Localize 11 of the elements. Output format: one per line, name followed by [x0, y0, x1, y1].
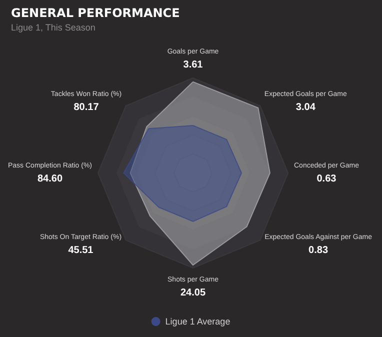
text: 3.61 — [183, 60, 203, 70]
chart-subtitle: Ligue 1, This Season — [11, 22, 96, 32]
text: 0.83 — [308, 244, 328, 256]
legend-label: Ligue 1 Average — [165, 316, 230, 326]
text: 84.60 — [37, 174, 62, 184]
text: 80.17 — [74, 102, 99, 114]
text: 45.51 — [68, 244, 94, 256]
chart-title: GENERAL PERFORMANCE — [11, 6, 180, 20]
text: 0.63 — [316, 174, 336, 184]
text: 24.05 — [180, 288, 206, 298]
text: 3.04 — [296, 102, 316, 114]
